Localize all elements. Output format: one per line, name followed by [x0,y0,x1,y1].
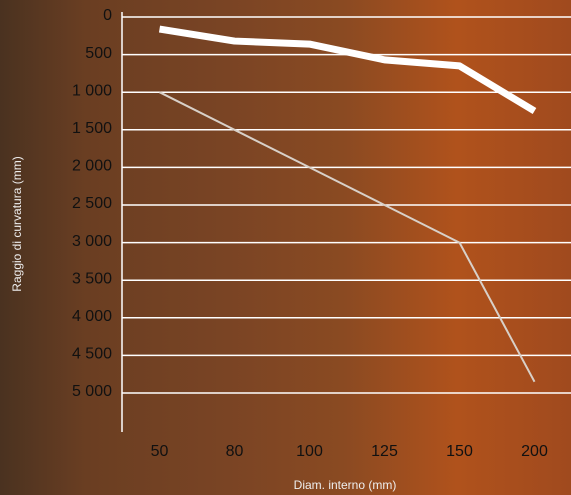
x-tick-label: 50 [151,443,169,460]
y-tick-label: 3 500 [72,270,112,287]
x-tick-label: 125 [371,443,398,460]
y-tick-label: 500 [85,45,112,62]
y-tick-label: 4 000 [72,308,112,325]
y-tick-label: 2 500 [72,195,112,212]
y-tick-label: 4 500 [72,346,112,363]
x-axis-title: Diam. interno (mm) [294,478,397,492]
series-line [158,25,537,114]
x-tick-label: 80 [226,443,244,460]
x-tick-label: 200 [521,443,548,460]
y-tick-label: 1 000 [72,82,112,99]
x-tick-label: 100 [296,443,323,460]
y-tick-label: 2 000 [72,158,112,175]
y-tick-label: 3 000 [72,233,112,250]
y-tick-label: 5 000 [72,383,112,400]
y-axis-title: Raggio di curvatura (mm) [10,156,24,291]
series-line [159,91,536,383]
y-tick-label: 1 500 [72,120,112,137]
y-tick-label: 0 [103,7,112,24]
x-tick-label: 150 [446,443,473,460]
